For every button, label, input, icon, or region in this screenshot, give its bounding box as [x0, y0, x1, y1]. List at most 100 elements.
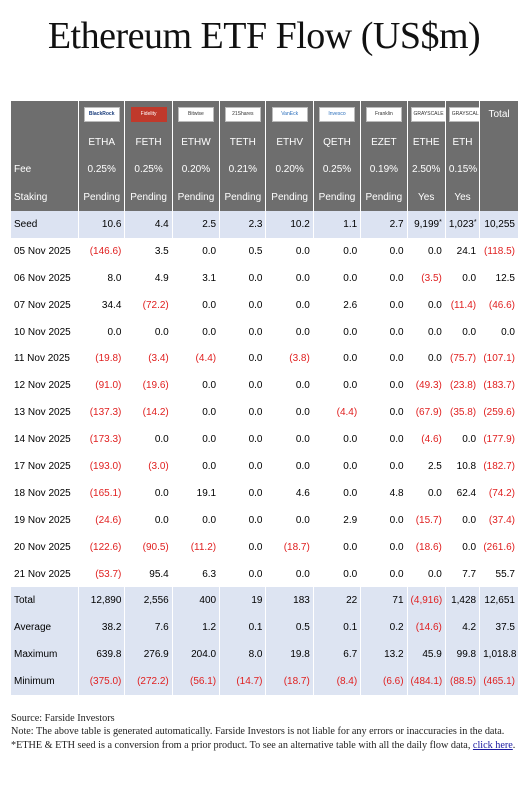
source-note: Source: Farside Investors	[11, 713, 115, 724]
flow-cell: 0.0	[312, 372, 361, 400]
flow-cell: 0.0	[219, 426, 266, 454]
flow-cell: 2.7	[360, 211, 408, 238]
fee-cell: 0.15%	[444, 156, 480, 183]
summary-cell: 400	[171, 587, 220, 615]
flow-cell: 0.0	[360, 453, 408, 480]
click-here-link[interactable]: click here	[472, 739, 513, 751]
summary-row: Maximum 639.8 276.9 204.0 8.0 19.8 6.7 13.2 45.9…	[11, 641, 518, 669]
flow-cell: 0.0	[312, 560, 361, 588]
summary-cell: 204.0	[171, 641, 220, 669]
flow-cell: 0.0	[444, 264, 480, 292]
flow-cell: 0.0	[124, 479, 173, 507]
issuer-logo-cell: Bitwise	[171, 101, 220, 128]
ticker-header: QETH	[312, 128, 361, 156]
flow-cell: 0.0	[219, 372, 266, 400]
issuer-logo-cell: Fidelity	[124, 101, 173, 128]
staking-cell: Pending	[124, 183, 173, 211]
summary-cell: 38.2	[78, 614, 125, 642]
flow-cell: (173.3)	[78, 426, 125, 454]
summary-cell: 12,651	[479, 587, 518, 615]
flow-row: 10 Nov 2025 0.0 0.0 0.0 0.0 0.0 0.0 0.0 0.0 0.0 0.…	[11, 318, 518, 346]
issuer-logo-cell: VanEck	[265, 101, 314, 128]
flow-cell: 6.3	[171, 560, 220, 588]
flow-cell: 95.4	[124, 560, 173, 588]
flow-cell: 0.0	[406, 291, 446, 319]
flow-row: 21 Nov 2025 (53.7) 95.4 6.3 0.0 0.0 0.0 0.0 0.0 7…	[11, 560, 518, 588]
summary-cell: (88.5)	[444, 668, 480, 696]
flow-row: 12 Nov 2025 (91.0) (19.6) 0.0 0.0 0.0 0.0 0.0 (4…	[11, 372, 518, 400]
summary-label: Maximum	[11, 641, 79, 669]
flow-cell: 0.0	[265, 506, 314, 534]
row-label: Seed	[11, 211, 79, 238]
summary-cell: 1,018.8	[479, 641, 518, 669]
row-label: 14 Nov 2025	[11, 426, 79, 454]
staking-cell: Pending	[78, 183, 125, 211]
summary-cell: (484.1)	[406, 668, 446, 696]
flow-cell: 0.0	[360, 345, 408, 373]
issuer-logo: Invesco	[319, 107, 355, 122]
flow-cell: 0.0	[265, 237, 314, 265]
summary-row: Minimum (375.0) (272.2) (56.1) (14.7) (18.7)(…	[11, 668, 518, 696]
flow-cell: 0.0	[171, 399, 220, 427]
issuer-logo: VanEck	[271, 107, 308, 122]
flow-cell: (18.6)	[406, 533, 446, 561]
staking-cell: Pending	[312, 183, 361, 211]
fee-row: Fee 0.25% 0.25% 0.20% 0.21% 0.20% 0.25% 0.19% 2.…	[11, 156, 518, 183]
issuer-logo-cell: Invesco	[312, 101, 361, 128]
flow-cell: 0.0	[171, 506, 220, 534]
flow-cell: 0.0	[171, 318, 220, 346]
flow-cell: 0.0	[444, 533, 480, 561]
ticker-header: FETH	[124, 128, 173, 156]
flow-cell: 2.6	[312, 291, 361, 319]
flow-cell: 1,023*	[444, 211, 480, 238]
flow-cell: 2.5	[406, 453, 446, 480]
total-header: Total	[479, 101, 518, 128]
flow-cell: 10.8	[444, 453, 480, 480]
ticker-corner	[11, 128, 79, 156]
fee-cell: 0.21%	[219, 156, 266, 183]
flow-cell: (11.4)	[444, 291, 480, 319]
flow-cell: 0.0	[265, 399, 314, 427]
flow-cell: 0.0	[360, 426, 408, 454]
flow-cell: 0.0	[219, 453, 266, 480]
fee-cell: 0.20%	[265, 156, 314, 183]
flow-cell: 7.7	[444, 560, 480, 588]
staking-cell: Yes	[406, 183, 446, 211]
summary-cell: (56.1)	[171, 668, 220, 696]
flow-cell: 1.1	[312, 211, 361, 238]
flow-cell: 0.0	[171, 237, 220, 265]
flow-cell: 0.0	[406, 479, 446, 507]
row-total-cell: 10,255	[479, 211, 518, 238]
issuer-logo: Bitwise	[177, 107, 214, 122]
flow-cell: 2.3	[219, 211, 266, 238]
footnotes: Source: Farside Investors Note: The abov…	[11, 712, 516, 752]
summary-cell: (4,916)	[406, 587, 446, 615]
row-label: 21 Nov 2025	[11, 560, 79, 588]
flow-cell: (91.0)	[78, 372, 125, 400]
summary-cell: 99.8	[444, 641, 480, 669]
flow-row: 06 Nov 2025 8.0 4.9 3.1 0.0 0.0 0.0 0.0 (3.5) 0.0…	[11, 264, 518, 292]
summary-cell: 0.1	[312, 614, 361, 642]
row-total-cell: (177.9)	[479, 426, 518, 454]
issuer-logo: Fidelity	[130, 107, 167, 122]
fee-cell: 0.25%	[312, 156, 361, 183]
ticker-header: ETH	[444, 128, 480, 156]
flow-cell: (3.8)	[265, 345, 314, 373]
flow-cell: 10.6	[78, 211, 125, 238]
flow-cell: (193.0)	[78, 453, 125, 480]
flow-cell: (72.2)	[124, 291, 173, 319]
issuer-logo: BlackRock	[83, 107, 120, 122]
summary-cell: 0.5	[265, 614, 314, 642]
summary-cell: 1.2	[171, 614, 220, 642]
flow-cell: 0.0	[219, 560, 266, 588]
staking-cell: Pending	[171, 183, 220, 211]
flow-cell: 0.0	[171, 291, 220, 319]
ticker-header: ETHW	[171, 128, 220, 156]
ticker-header: TETH	[219, 128, 266, 156]
flow-cell: 0.0	[360, 264, 408, 292]
flow-cell: (122.6)	[78, 533, 125, 561]
row-total-cell: (182.7)	[479, 453, 518, 480]
flow-row: 05 Nov 2025 (146.6) 3.5 0.0 0.5 0.0 0.0 0.0 0.0 2…	[11, 237, 518, 265]
flow-cell: 0.0	[219, 506, 266, 534]
flow-cell: (4.4)	[312, 399, 361, 427]
